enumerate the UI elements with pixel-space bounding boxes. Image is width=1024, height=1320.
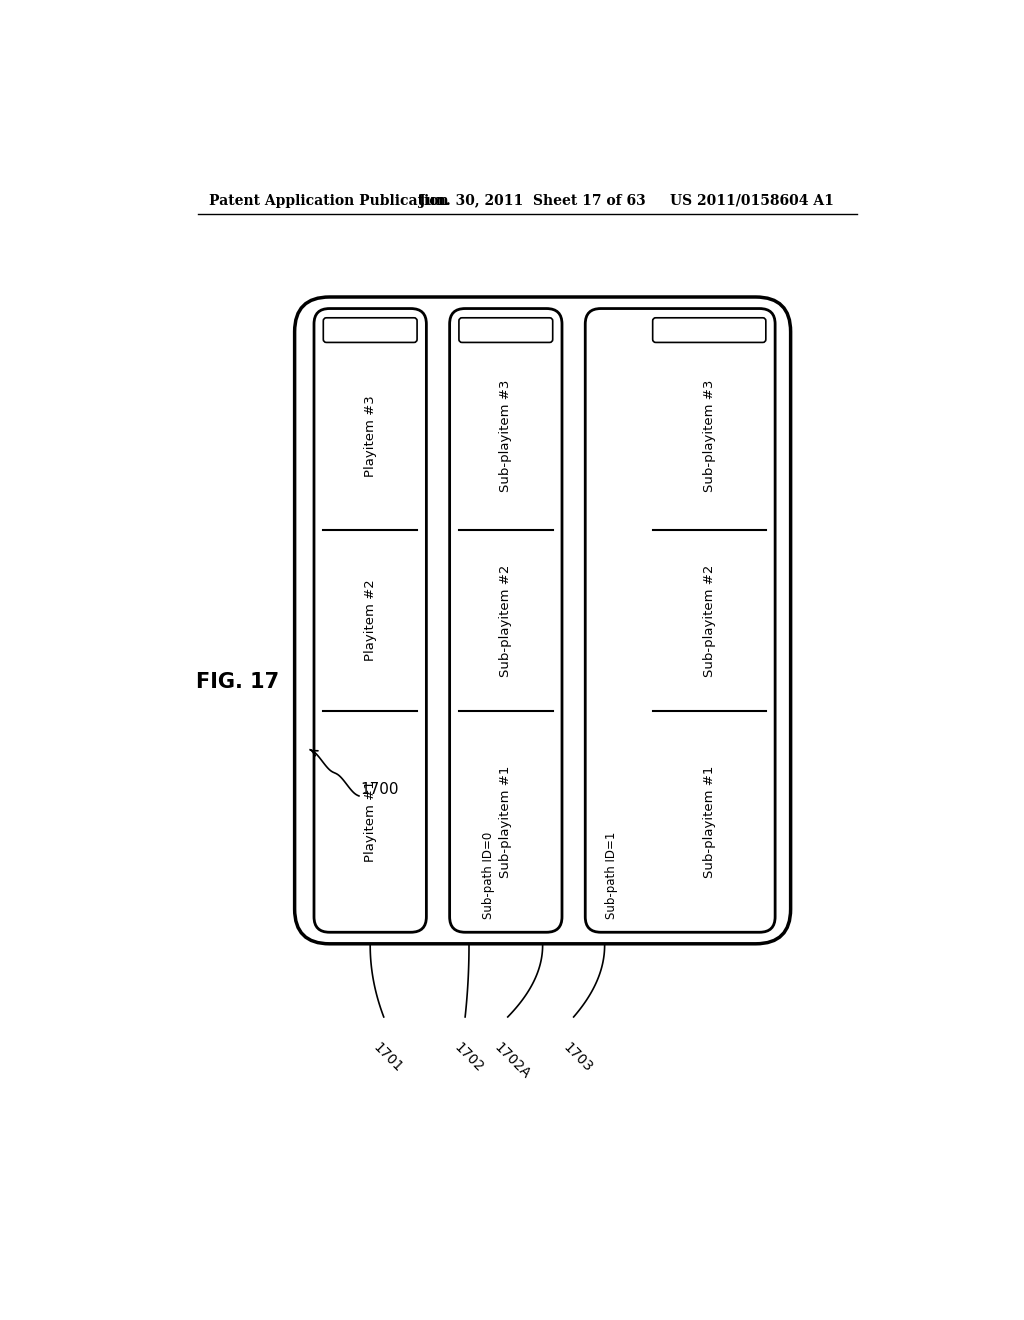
Text: 1702A: 1702A: [490, 1040, 532, 1081]
Text: Playitem #3: Playitem #3: [364, 395, 377, 477]
FancyBboxPatch shape: [459, 318, 553, 342]
Text: FIG. 17: FIG. 17: [197, 672, 280, 692]
FancyBboxPatch shape: [652, 318, 766, 342]
FancyBboxPatch shape: [450, 309, 562, 932]
Text: Patent Application Publication: Patent Application Publication: [209, 194, 449, 207]
Text: Sub-path ID=1: Sub-path ID=1: [605, 832, 617, 919]
FancyBboxPatch shape: [586, 309, 775, 932]
Text: 1702: 1702: [452, 1040, 486, 1074]
FancyBboxPatch shape: [324, 318, 417, 342]
Text: Sub-playitem #3: Sub-playitem #3: [500, 380, 512, 492]
Text: Playitem #2: Playitem #2: [364, 579, 377, 661]
Text: 1701: 1701: [371, 1040, 406, 1074]
Text: 1703: 1703: [560, 1040, 595, 1074]
FancyBboxPatch shape: [295, 297, 791, 944]
Text: Sub-playitem #1: Sub-playitem #1: [500, 766, 512, 878]
Text: US 2011/0158604 A1: US 2011/0158604 A1: [671, 194, 835, 207]
Text: Sub-path ID=0: Sub-path ID=0: [482, 832, 496, 919]
Text: Sub-playitem #3: Sub-playitem #3: [702, 380, 716, 492]
FancyBboxPatch shape: [314, 309, 426, 932]
Text: Sub-playitem #2: Sub-playitem #2: [702, 564, 716, 677]
Text: Sub-playitem #2: Sub-playitem #2: [500, 564, 512, 677]
Text: Playitem #1: Playitem #1: [364, 780, 377, 862]
Text: Jun. 30, 2011  Sheet 17 of 63: Jun. 30, 2011 Sheet 17 of 63: [419, 194, 645, 207]
Text: 1700: 1700: [360, 783, 399, 797]
Text: Sub-playitem #1: Sub-playitem #1: [702, 766, 716, 878]
